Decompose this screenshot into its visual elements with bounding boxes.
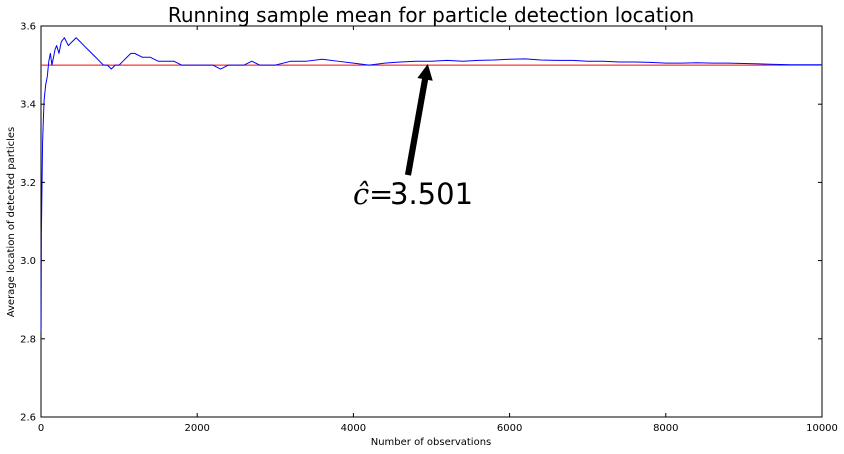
y-tick-label: 2.8: [20, 334, 36, 345]
y-tick-label: 3.2: [20, 178, 36, 189]
series-layer: [40, 37, 822, 331]
x-tick-label: 0: [38, 423, 44, 434]
y-tick-label: 3.0: [20, 256, 36, 267]
annotation-math-symbol: ĉ: [353, 177, 369, 211]
y-tick-label: 3.6: [20, 22, 36, 33]
plot-frame: [40, 25, 823, 418]
x-tick-label: 4000: [341, 423, 366, 434]
x-axis-title: Number of observations: [371, 437, 492, 448]
chart-title: Running sample mean for particle detecti…: [168, 3, 694, 27]
x-tick-label: 2000: [184, 423, 209, 434]
series-line: [40, 37, 822, 331]
annotation-layer: ĉ = 3.501: [353, 63, 473, 211]
x-tick-label: 10000: [806, 423, 838, 434]
y-axis-title: Average location of detected particles: [6, 127, 17, 318]
annotation-value: 3.501: [390, 177, 473, 211]
annotation-equals: =: [369, 177, 393, 211]
x-tick-label: 8000: [653, 423, 678, 434]
plot-area: [40, 25, 823, 418]
x-tick-label: 6000: [497, 423, 522, 434]
y-tick-label: 3.4: [20, 100, 36, 111]
y-tick-label: 2.6: [20, 413, 36, 424]
ticks-layer: 0 2000 4000 6000 8000 10000 2.6 2.8 3.0 3.2 3.4 3.6: [20, 22, 838, 435]
annotation-arrow: [404, 63, 433, 176]
